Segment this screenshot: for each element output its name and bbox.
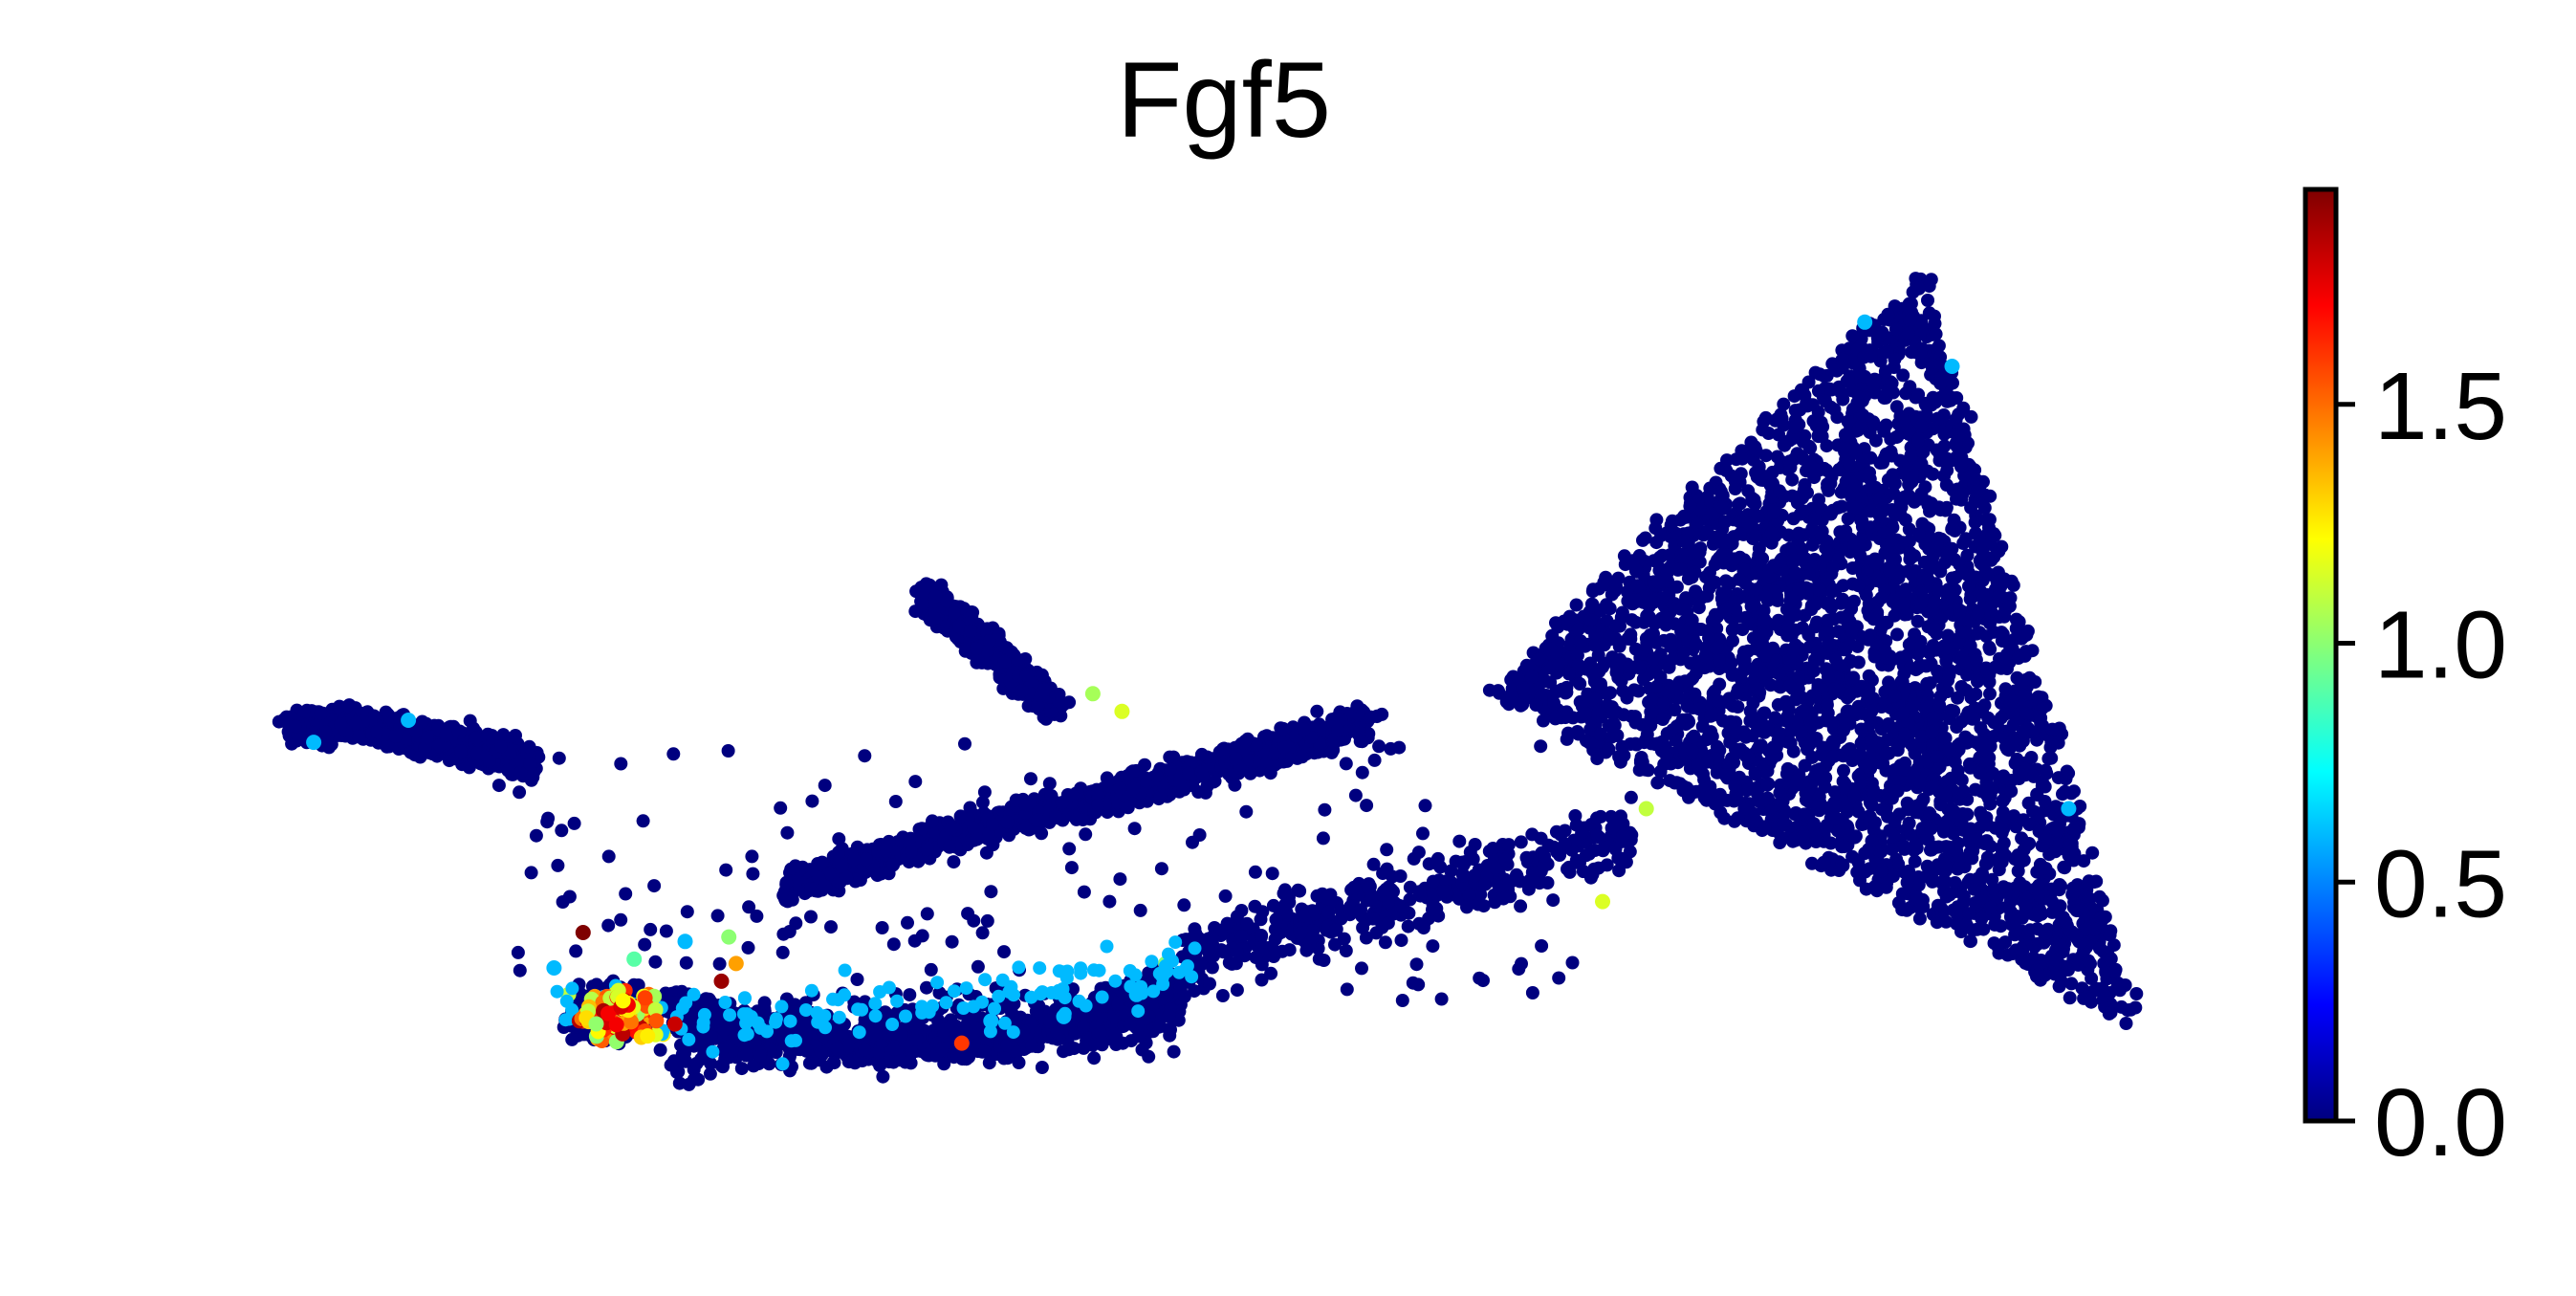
scatter-point xyxy=(879,841,893,855)
scatter-point xyxy=(1164,762,1177,777)
scatter-point xyxy=(1297,722,1311,736)
chart-title: Fgf5 xyxy=(1117,40,1331,160)
scatter-point xyxy=(565,1032,579,1046)
scatter-point xyxy=(926,814,939,828)
scatter-point xyxy=(1113,781,1127,796)
scatter-point xyxy=(835,859,849,873)
scatter-point xyxy=(334,717,348,732)
scatter-point xyxy=(969,642,983,655)
scatter-point xyxy=(1101,774,1115,788)
scatter-point xyxy=(494,739,508,754)
scatter-point xyxy=(289,719,302,734)
scatter-point xyxy=(439,728,453,742)
scatter-point xyxy=(482,754,496,768)
scatter-point xyxy=(322,740,337,755)
scatter-point xyxy=(997,654,1012,669)
scatter-point xyxy=(920,843,934,857)
scatter-point xyxy=(952,620,966,633)
scatter-point xyxy=(831,846,845,860)
scatter-point xyxy=(927,611,941,626)
scatter-point xyxy=(1331,723,1345,737)
scatter-point xyxy=(454,744,468,758)
scatter-point xyxy=(352,730,366,744)
scatter-point xyxy=(1569,598,1583,612)
scatter-point xyxy=(1194,747,1209,761)
scatter-point xyxy=(1125,764,1140,779)
scatter-point xyxy=(928,589,943,604)
scatter-point xyxy=(415,714,429,729)
scatter-point xyxy=(1015,684,1029,697)
scatter-point xyxy=(349,715,363,730)
scatter-point xyxy=(1031,813,1045,827)
scatter-point xyxy=(1049,809,1063,824)
scatter-point xyxy=(314,706,328,720)
scatter-point xyxy=(318,725,333,739)
scatter-point xyxy=(523,757,537,771)
scatter-point xyxy=(2063,991,2077,1005)
scatter-point xyxy=(1149,769,1164,783)
scatter-point xyxy=(1091,798,1105,812)
scatter-point xyxy=(388,729,403,743)
scatter-point xyxy=(1277,740,1292,755)
scatter-point xyxy=(501,763,515,778)
scatter-point xyxy=(840,870,854,885)
scatter-point xyxy=(847,852,862,867)
scatter-point xyxy=(653,1043,667,1057)
scatter-point xyxy=(964,624,978,638)
scatter-point xyxy=(522,739,536,754)
scatter-point xyxy=(1310,704,1324,718)
scatter-point xyxy=(1019,668,1034,682)
scatter-point xyxy=(904,845,918,859)
scatter-point xyxy=(1035,668,1049,682)
scatter-point xyxy=(985,817,999,831)
scatter-point xyxy=(2129,987,2144,1000)
scatter-point xyxy=(463,714,477,728)
scatter-point xyxy=(1229,752,1243,766)
scatter-point xyxy=(1037,683,1052,697)
scatter-point xyxy=(1126,781,1141,796)
scatter-point xyxy=(1355,735,1369,749)
scatter-point xyxy=(1983,687,1997,701)
scatter-point xyxy=(788,859,802,873)
scatter-point xyxy=(815,855,829,869)
scatter-point xyxy=(1000,815,1015,829)
scatter-point xyxy=(1295,750,1309,764)
scatter-point xyxy=(1364,710,1378,724)
scatter-point xyxy=(400,731,413,745)
scatter-point xyxy=(982,634,996,648)
scatter-point xyxy=(859,852,873,867)
scatter-point xyxy=(970,832,984,846)
scatter-point xyxy=(779,875,794,890)
scatter-point xyxy=(915,597,929,611)
scatter-points xyxy=(272,272,2144,1091)
scatter-point xyxy=(815,883,829,897)
scatter-point xyxy=(1069,812,1083,826)
scatter-point xyxy=(370,725,384,739)
scatter-point xyxy=(421,731,434,745)
